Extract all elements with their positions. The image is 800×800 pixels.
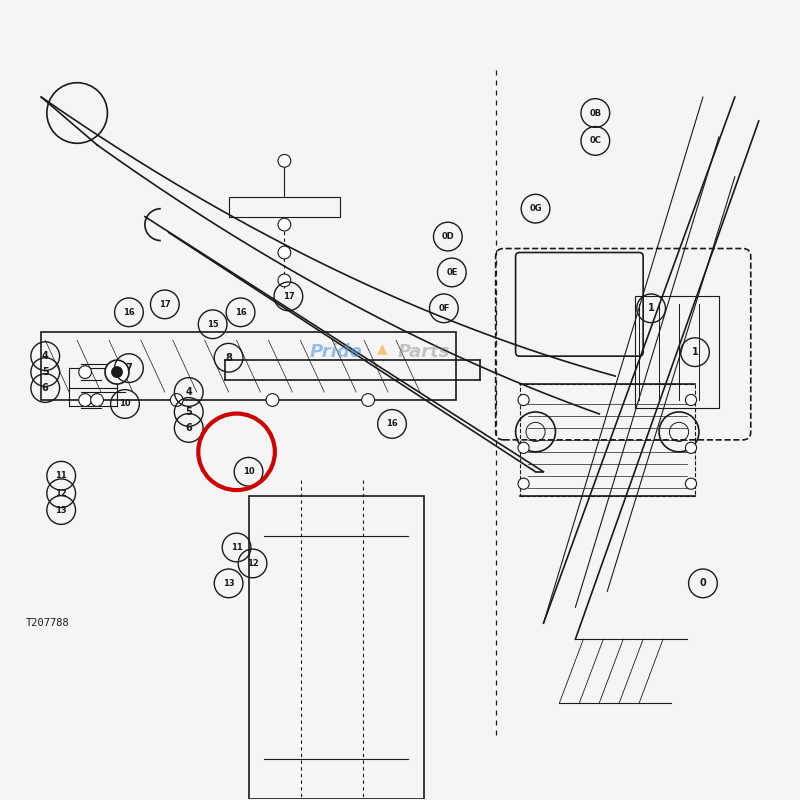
Circle shape — [170, 394, 183, 406]
Text: 17: 17 — [282, 292, 294, 301]
Circle shape — [278, 154, 290, 167]
Text: 13: 13 — [55, 506, 67, 514]
Text: 0D: 0D — [442, 232, 454, 241]
Text: 10: 10 — [119, 399, 130, 409]
Text: 10: 10 — [242, 467, 254, 476]
Circle shape — [278, 274, 290, 286]
Text: 1: 1 — [691, 347, 698, 357]
Text: 5: 5 — [42, 367, 49, 377]
Text: 8: 8 — [225, 353, 232, 362]
Circle shape — [362, 394, 374, 406]
Text: 16: 16 — [386, 419, 398, 429]
Circle shape — [518, 394, 529, 406]
Text: 11: 11 — [55, 471, 67, 480]
Text: 6: 6 — [186, 423, 192, 433]
Circle shape — [78, 394, 91, 406]
Text: 5: 5 — [186, 407, 192, 417]
Text: 4: 4 — [186, 387, 192, 397]
Circle shape — [266, 394, 279, 406]
Text: 12: 12 — [55, 489, 67, 498]
Text: Parts: Parts — [398, 343, 450, 361]
Circle shape — [686, 394, 697, 406]
Circle shape — [518, 442, 529, 454]
Circle shape — [278, 218, 290, 231]
Text: 0F: 0F — [438, 304, 450, 313]
Circle shape — [111, 366, 122, 378]
Circle shape — [518, 478, 529, 490]
Circle shape — [686, 442, 697, 454]
Text: 1: 1 — [648, 303, 654, 314]
Text: 13: 13 — [222, 579, 234, 588]
Text: 16: 16 — [123, 308, 135, 317]
Circle shape — [105, 360, 129, 384]
Circle shape — [278, 246, 290, 259]
Text: 11: 11 — [230, 543, 242, 552]
Text: 17: 17 — [159, 300, 170, 309]
Text: 4: 4 — [42, 351, 49, 361]
Text: 12: 12 — [246, 559, 258, 568]
Circle shape — [78, 366, 91, 378]
Text: 0: 0 — [699, 578, 706, 588]
Text: 16: 16 — [234, 308, 246, 317]
Circle shape — [686, 478, 697, 490]
Text: 0B: 0B — [590, 109, 602, 118]
Text: 7: 7 — [126, 363, 132, 373]
Circle shape — [90, 394, 103, 406]
Text: T207788: T207788 — [26, 618, 69, 628]
Text: 0E: 0E — [446, 268, 458, 277]
Text: ▲: ▲ — [377, 341, 388, 355]
Text: 15: 15 — [206, 320, 218, 329]
Text: 0C: 0C — [590, 137, 602, 146]
Text: Pride: Pride — [310, 343, 362, 361]
Text: 6: 6 — [42, 383, 49, 393]
Text: 0G: 0G — [530, 204, 542, 213]
